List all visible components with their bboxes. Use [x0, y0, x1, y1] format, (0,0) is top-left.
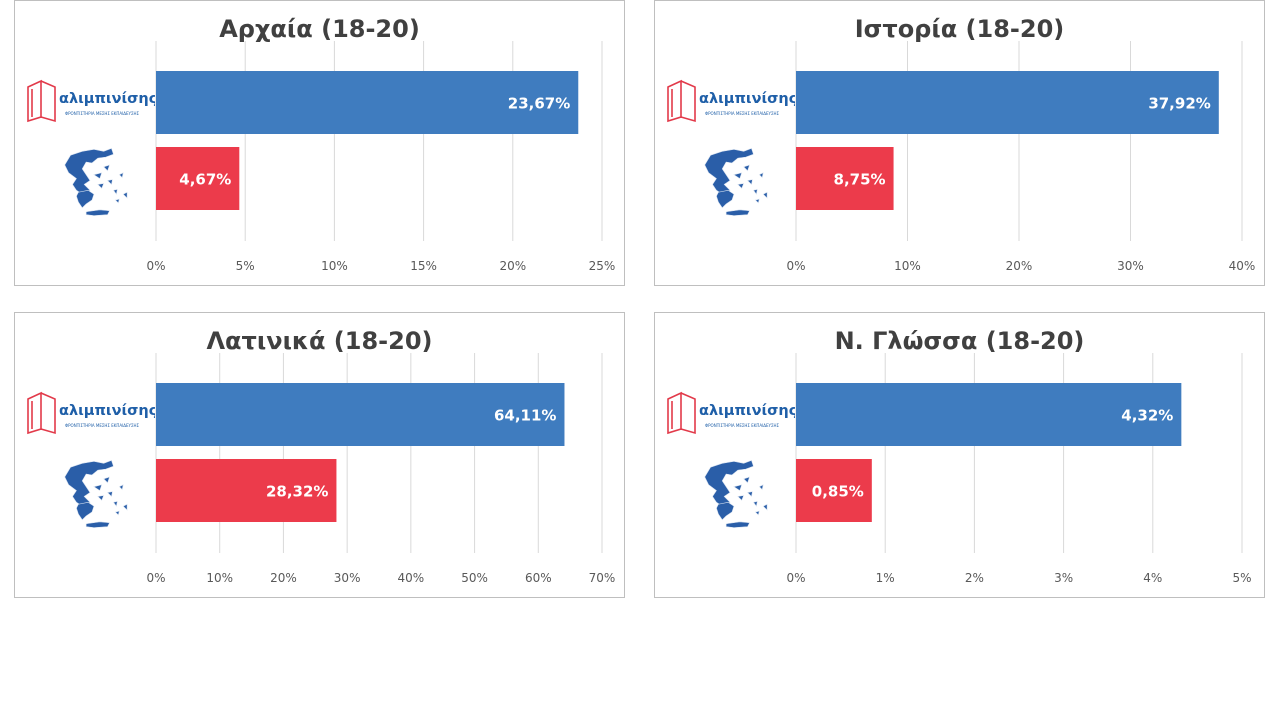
value-label-alimpinisis: 37,92% — [1148, 95, 1210, 113]
chart-title: Αρχαία (18-20) — [219, 15, 420, 43]
svg-text:ΦΡΟΝΤΙΣΤΗΡΙΑ ΜΕΣΗΣ ΕΚΠΑΙΔΕΥΣΗΣ: ΦΡΟΝΤΙΣΤΗΡΙΑ ΜΕΣΗΣ ΕΚΠΑΙΔΕΥΣΗΣ — [705, 423, 780, 428]
value-label-alimpinisis: 64,11% — [494, 407, 556, 425]
x-tick-label: 15% — [410, 259, 437, 273]
chart-title: Ιστορία (18-20) — [854, 15, 1065, 43]
svg-text:ΦΡΟΝΤΙΣΤΗΡΙΑ ΜΕΣΗΣ ΕΚΠΑΙΔΕΥΣΗΣ: ΦΡΟΝΤΙΣΤΗΡΙΑ ΜΕΣΗΣ ΕΚΠΑΙΔΕΥΣΗΣ — [705, 111, 780, 116]
greece-map-icon — [704, 459, 768, 528]
x-tick-label: 30% — [334, 571, 361, 585]
x-tick-label: 20% — [499, 259, 526, 273]
bar-chart-latinika: 0% 10% 20% 30% 40% 50% 60% 70% 64,11% 28,32% — [146, 353, 616, 585]
x-tick-label: 50% — [461, 571, 488, 585]
value-label-greece: 0,85% — [812, 483, 864, 501]
x-tick-label: 0% — [786, 571, 805, 585]
svg-text:αλιμπινίσης: αλιμπινίσης — [699, 403, 795, 419]
alimpinisis-logo: αλιμπινίσης ΦΡΟΝΤΙΣΤΗΡΙΑ ΜΕΣΗΣ ΕΚΠΑΙΔΕΥΣ… — [27, 391, 155, 435]
chart-panel-istoria: Ιστορία (18-20) 0% 10% 20% 30% 40% 37,92% 8,75… — [654, 0, 1265, 286]
chart-panel-glossa: Ν. Γλώσσα (18-20) 0% 1% 2% 3% 4% 5% 4,32% 0,85%… — [654, 312, 1265, 598]
x-tick-label: 0% — [146, 571, 165, 585]
x-tick-label: 0% — [786, 259, 805, 273]
x-tick-label: 60% — [525, 571, 552, 585]
value-label-greece: 4,67% — [179, 171, 231, 189]
bar-chart-istoria: 0% 10% 20% 30% 40% 37,92% 8,75% — [786, 41, 1256, 273]
bar-alimpinisis — [156, 383, 565, 446]
bar-greece — [796, 459, 872, 522]
x-tick-label: 40% — [1229, 259, 1256, 273]
svg-text:αλιμπινίσης: αλιμπινίσης — [699, 91, 795, 107]
svg-text:ΦΡΟΝΤΙΣΤΗΡΙΑ ΜΕΣΗΣ ΕΚΠΑΙΔΕΥΣΗΣ: ΦΡΟΝΤΙΣΤΗΡΙΑ ΜΕΣΗΣ ΕΚΠΑΙΔΕΥΣΗΣ — [65, 423, 140, 428]
value-label-greece: 28,32% — [266, 483, 328, 501]
svg-text:ΦΡΟΝΤΙΣΤΗΡΙΑ ΜΕΣΗΣ ΕΚΠΑΙΔΕΥΣΗΣ: ΦΡΟΝΤΙΣΤΗΡΙΑ ΜΕΣΗΣ ΕΚΠΑΙΔΕΥΣΗΣ — [65, 111, 140, 116]
chart-panel-archaia: Αρχαία (18-20) 0% 5% 10% 15% 20% 25% 23,67% 4,6… — [14, 0, 625, 286]
x-tick-label: 70% — [589, 571, 616, 585]
bar-alimpinisis — [156, 71, 579, 134]
chart-title: Λατινικά (18-20) — [206, 327, 433, 355]
greece-map-icon — [64, 459, 128, 528]
alimpinisis-logo: αλιμπινίσης ΦΡΟΝΤΙΣΤΗΡΙΑ ΜΕΣΗΣ ΕΚΠΑΙΔΕΥΣ… — [667, 391, 795, 435]
x-tick-label: 25% — [589, 259, 616, 273]
x-tick-label: 20% — [270, 571, 297, 585]
bar-alimpinisis — [796, 383, 1182, 446]
x-tick-label: 20% — [1006, 259, 1033, 273]
bar-alimpinisis — [796, 71, 1219, 134]
x-tick-label: 10% — [206, 571, 233, 585]
alimpinisis-logo: αλιμπινίσης ΦΡΟΝΤΙΣΤΗΡΙΑ ΜΕΣΗΣ ΕΚΠΑΙΔΕΥΣ… — [667, 79, 795, 123]
value-label-alimpinisis: 23,67% — [508, 95, 570, 113]
alimpinisis-logo: αλιμπινίσης ΦΡΟΝΤΙΣΤΗΡΙΑ ΜΕΣΗΣ ΕΚΠΑΙΔΕΥΣ… — [27, 79, 155, 123]
svg-text:αλιμπινίσης: αλιμπινίσης — [59, 91, 155, 107]
x-tick-label: 10% — [321, 259, 348, 273]
bar-chart-archaia: 0% 5% 10% 15% 20% 25% 23,67% 4,67% — [146, 41, 616, 273]
value-label-alimpinisis: 4,32% — [1121, 407, 1173, 425]
chart-panel-latinika: Λατινικά (18-20) 0% 10% 20% 30% 40% 50% 60% 70%… — [14, 312, 625, 598]
x-tick-label: 5% — [1232, 571, 1251, 585]
greece-map-icon — [704, 147, 768, 216]
x-tick-label: 10% — [894, 259, 921, 273]
x-tick-label: 40% — [398, 571, 425, 585]
x-tick-label: 2% — [965, 571, 984, 585]
bar-chart-glossa: 0% 1% 2% 3% 4% 5% 4,32% 0,85% — [786, 353, 1252, 585]
x-tick-label: 1% — [876, 571, 895, 585]
chart-title: Ν. Γλώσσα (18-20) — [834, 327, 1085, 355]
x-tick-label: 0% — [146, 259, 165, 273]
value-label-greece: 8,75% — [834, 171, 886, 189]
bar-greece — [156, 459, 337, 522]
x-tick-label: 3% — [1054, 571, 1073, 585]
x-tick-label: 30% — [1117, 259, 1144, 273]
bar-greece — [156, 147, 240, 210]
svg-text:αλιμπινίσης: αλιμπινίσης — [59, 403, 155, 419]
x-tick-label: 4% — [1143, 571, 1162, 585]
bar-greece — [796, 147, 894, 210]
x-tick-label: 5% — [236, 259, 255, 273]
greece-map-icon — [64, 147, 128, 216]
